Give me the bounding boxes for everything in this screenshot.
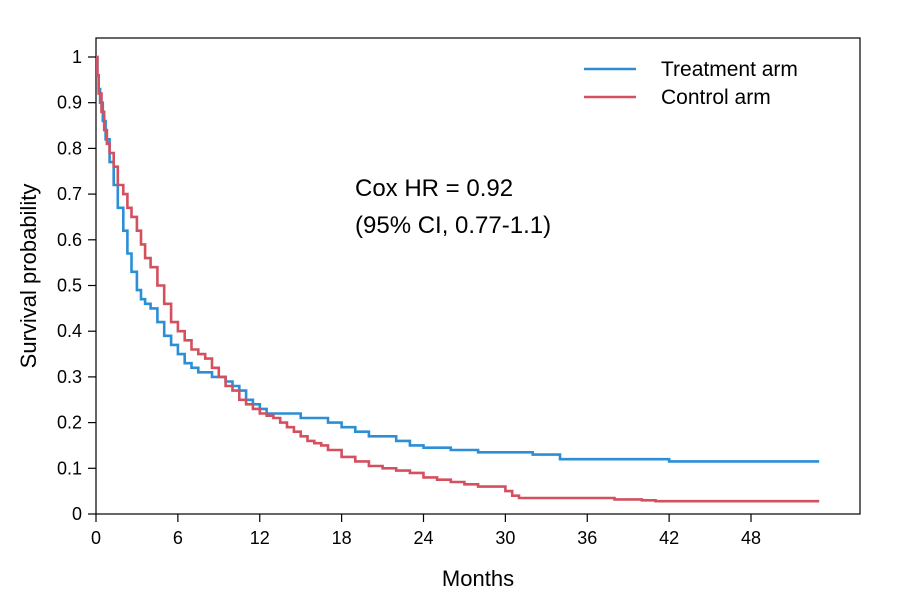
x-tick-label: 0 bbox=[91, 528, 101, 548]
legend: Treatment arm Control arm bbox=[584, 58, 798, 109]
hr-annotation-line-1: Cox HR = 0.92 bbox=[355, 175, 513, 202]
y-tick-label: 1 bbox=[72, 47, 82, 67]
plot-frame bbox=[95, 37, 861, 515]
y-tick-label: 0.5 bbox=[57, 276, 82, 296]
x-tick-label: 48 bbox=[741, 528, 761, 548]
series-layer bbox=[96, 55, 820, 503]
y-tick-label: 0 bbox=[72, 504, 82, 524]
y-axis: 0 0.1 0.2 0.3 0.4 0.5 0.6 0.7 0.8 0.9 1 bbox=[57, 47, 96, 524]
legend-label: Control arm bbox=[661, 86, 771, 109]
y-tick-label: 0.3 bbox=[57, 367, 82, 387]
y-tick-label: 0.4 bbox=[57, 321, 82, 341]
hr-annotation-line-2: (95% CI, 0.77-1.1) bbox=[355, 212, 551, 239]
legend-label: Treatment arm bbox=[661, 58, 798, 81]
series-line-control bbox=[96, 55, 820, 503]
x-tick-label: 24 bbox=[413, 528, 433, 548]
x-axis-title: Months bbox=[442, 566, 514, 591]
y-tick-label: 0.9 bbox=[57, 93, 82, 113]
x-tick-label: 18 bbox=[332, 528, 352, 548]
y-tick-label: 0.1 bbox=[57, 458, 82, 478]
x-axis: 0 6 12 18 24 30 36 42 48 bbox=[91, 514, 761, 548]
x-tick-label: 30 bbox=[495, 528, 515, 548]
x-tick-label: 36 bbox=[577, 528, 597, 548]
y-tick-label: 0.7 bbox=[57, 184, 82, 204]
x-tick-label: 6 bbox=[173, 528, 183, 548]
series-line-treatment bbox=[96, 55, 820, 463]
y-tick-label: 0.6 bbox=[57, 230, 82, 250]
x-tick-label: 42 bbox=[659, 528, 679, 548]
y-tick-label: 0.8 bbox=[57, 138, 82, 158]
y-axis-title: Survival probability bbox=[16, 184, 41, 369]
x-tick-label: 12 bbox=[250, 528, 270, 548]
y-tick-label: 0.2 bbox=[57, 413, 82, 433]
